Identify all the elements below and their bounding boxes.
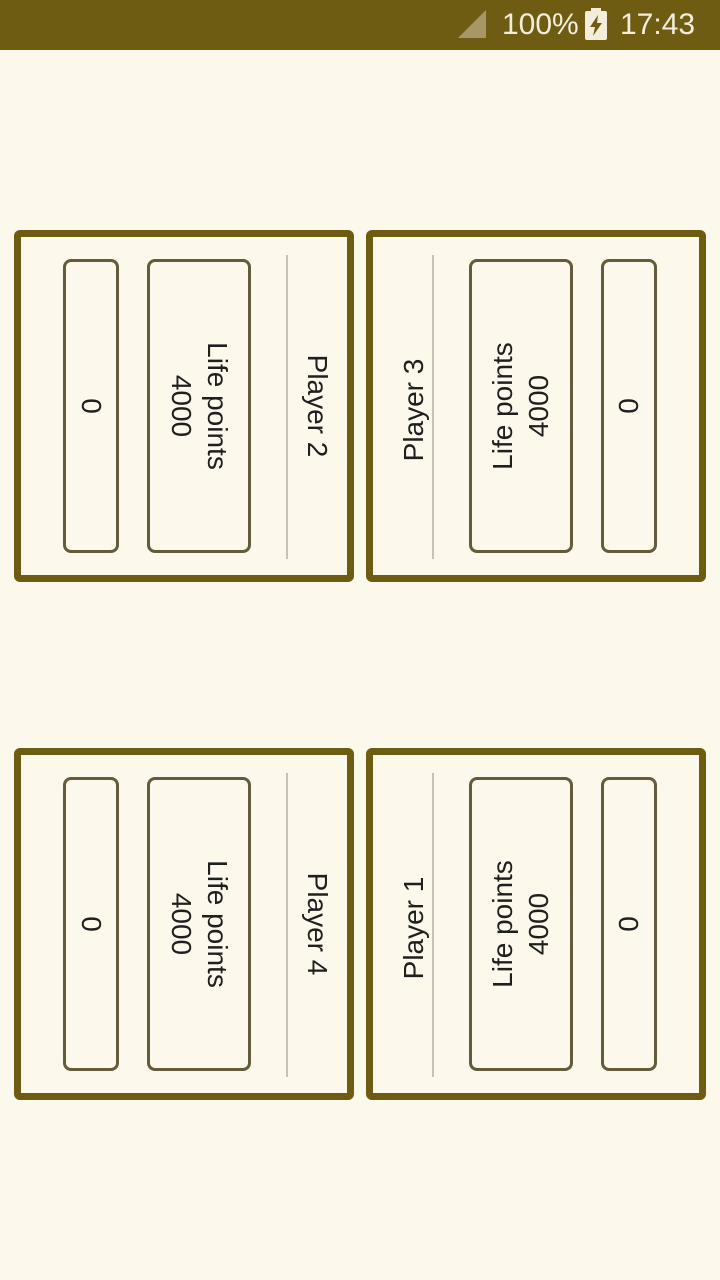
player-3-panel: Player 3 Life points 4000 0 (366, 230, 706, 582)
battery-percentage: 100% (502, 8, 579, 41)
battery-charging-icon (585, 8, 607, 40)
player-2-life-label: Life points (202, 342, 234, 470)
player-4-life-value: 4000 (166, 892, 197, 956)
player-1-counter-button[interactable]: 0 (601, 777, 657, 1071)
clock: 17:43 (620, 8, 696, 41)
player-3-name: Player 3 (397, 358, 429, 462)
player-4-panel: 0 Life points 4000 Player 4 (14, 748, 354, 1100)
player-4-counter: 0 (76, 916, 108, 932)
player-4-divider (286, 773, 288, 1077)
player-2-name: Player 2 (302, 354, 334, 458)
player-1-panel: Player 1 Life points 4000 0 (366, 748, 706, 1100)
player-4-life-button[interactable]: Life points 4000 (147, 777, 251, 1071)
player-2-life-value: 4000 (166, 374, 197, 438)
player-3-counter-button[interactable]: 0 (601, 259, 657, 553)
player-3-counter: 0 (612, 398, 644, 414)
player-2-counter-button[interactable]: 0 (63, 259, 119, 553)
player-2-panel: 0 Life points 4000 Player 2 (14, 230, 354, 582)
player-4-name: Player 4 (302, 872, 334, 976)
player-4-counter-button[interactable]: 0 (63, 777, 119, 1071)
player-1-name: Player 1 (397, 876, 429, 980)
player-3-life-button[interactable]: Life points 4000 (469, 259, 573, 553)
player-4-life-label: Life points (202, 860, 234, 988)
player-2-life-button[interactable]: Life points 4000 (147, 259, 251, 553)
player-2-counter: 0 (76, 398, 108, 414)
player-1-life-button[interactable]: Life points 4000 (469, 777, 573, 1071)
player-1-life-label: Life points (486, 860, 518, 988)
player-1-life-value: 4000 (523, 892, 554, 956)
player-3-life-label: Life points (486, 342, 518, 470)
status-bar: 100% 17:43 (0, 0, 720, 50)
player-3-life-value: 4000 (523, 374, 554, 438)
player-2-divider (286, 255, 288, 559)
player-1-divider (432, 773, 434, 1077)
player-3-divider (432, 255, 434, 559)
player-1-counter: 0 (612, 916, 644, 932)
signal-icon (458, 10, 486, 38)
